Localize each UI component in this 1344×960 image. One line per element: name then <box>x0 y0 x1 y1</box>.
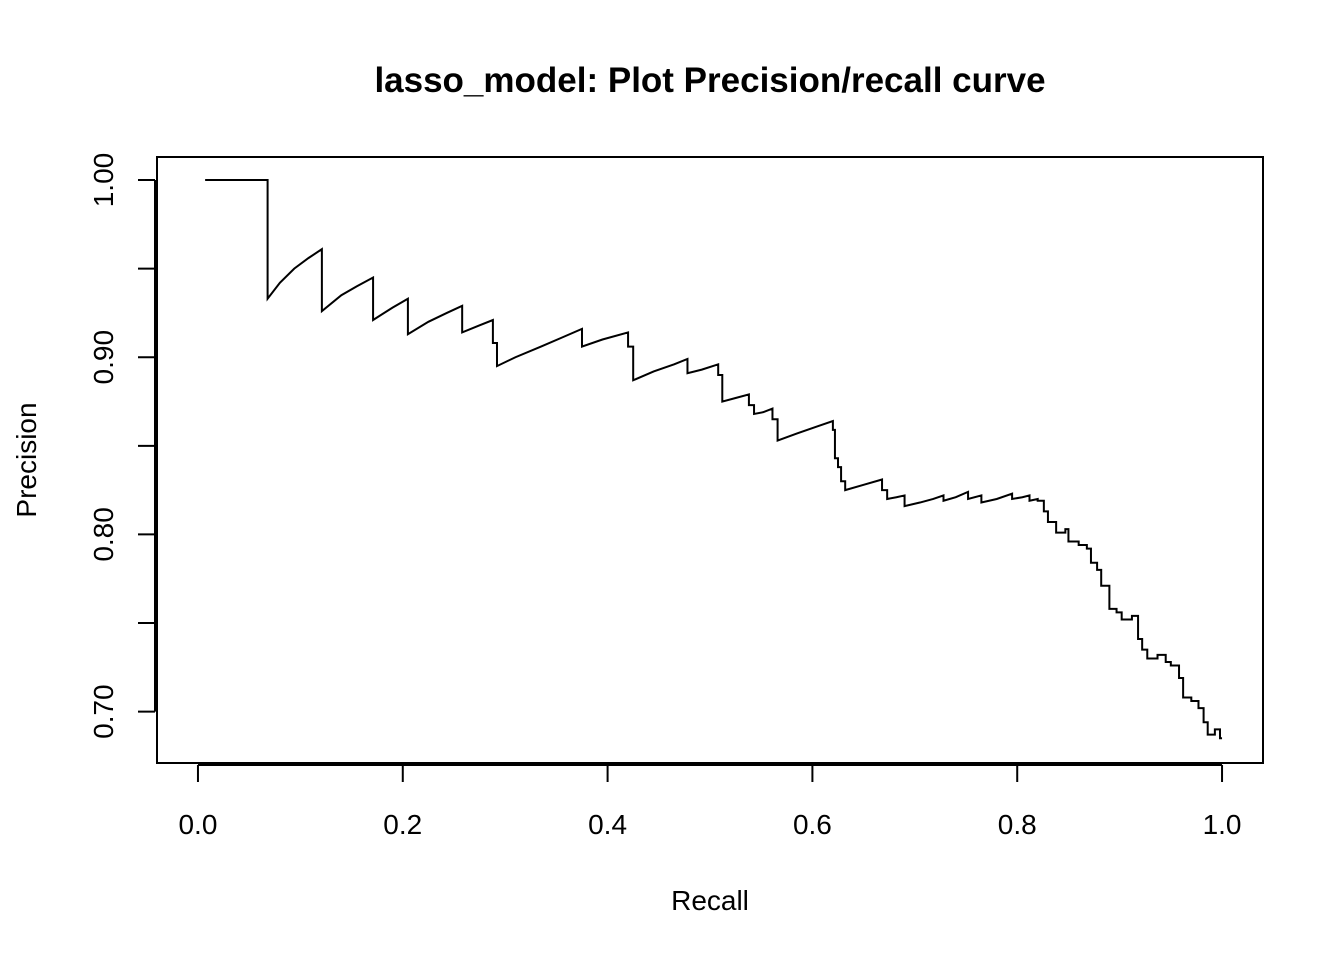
y-tick-label: 0.90 <box>88 330 119 385</box>
x-tick-label: 0.2 <box>383 809 422 840</box>
x-axis-label: Recall <box>671 885 749 916</box>
precision-recall-curve <box>205 179 1223 740</box>
y-tick-label: 0.70 <box>88 684 119 739</box>
x-axis: 0.0 0.2 0.4 0.6 0.8 1.0 <box>178 764 1242 840</box>
y-axis: 0.70 0.80 0.90 1.00 <box>88 153 156 739</box>
y-tick-label: 1.00 <box>88 153 119 208</box>
x-tick-label: 0.4 <box>588 809 627 840</box>
y-tick-label: 0.80 <box>88 507 119 562</box>
x-tick-label: 0.0 <box>178 809 217 840</box>
y-axis-label: Precision <box>11 402 42 517</box>
x-tick-label: 0.8 <box>998 809 1037 840</box>
plot-frame <box>156 156 1264 764</box>
x-tick-label: 1.0 <box>1203 809 1242 840</box>
chart-title: lasso_model: Plot Precision/recall curve <box>374 61 1045 100</box>
x-tick-label: 0.6 <box>793 809 832 840</box>
